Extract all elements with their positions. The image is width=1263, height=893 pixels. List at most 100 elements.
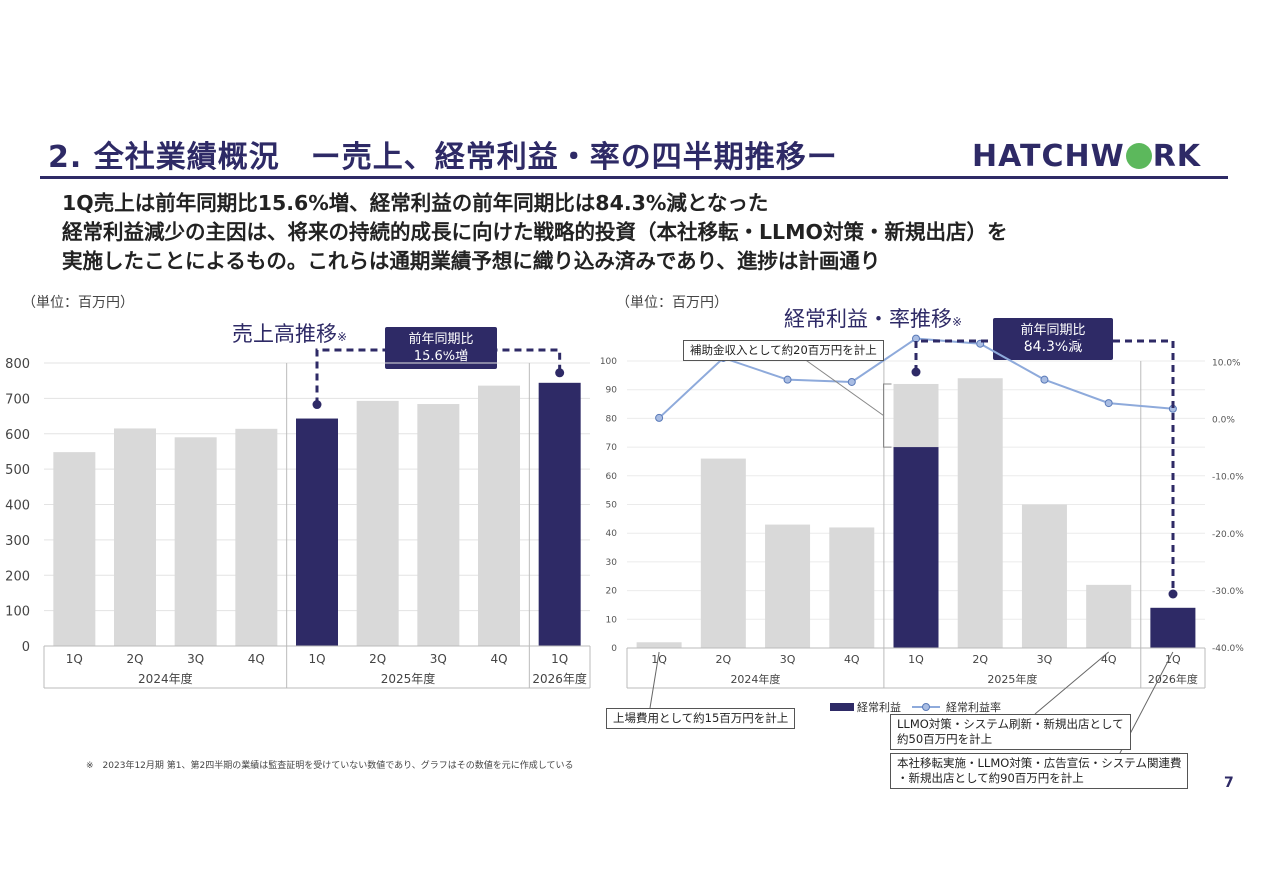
bar: [356, 400, 399, 646]
lead-line-3: 実施したことによるもの。これらは通期業績予想に織り込み済みであり、進捗は計画通り: [62, 249, 881, 273]
y-tick-label: 600: [5, 428, 30, 443]
y2-tick-label: -40.0%: [1212, 644, 1244, 654]
margin-point: [783, 375, 792, 384]
legend-label-line: 経常利益率: [946, 700, 1001, 714]
y-tick-label: 800: [5, 357, 30, 372]
y-tick-label: 20: [606, 587, 618, 597]
x-tick-label: 3Q: [1037, 653, 1053, 666]
x-tick-label: 2Q: [972, 653, 988, 666]
legend-swatch-marker: [922, 703, 930, 711]
callout-subsidy: 補助金収入として約20百万円を計上: [683, 340, 884, 361]
bar: [829, 527, 875, 648]
sales-chart-title: 売上高推移※: [232, 322, 348, 346]
x-tick-label: 1Q: [651, 653, 667, 666]
group-label: 2026年度: [1148, 672, 1198, 686]
bar: [765, 524, 811, 648]
margin-point: [847, 377, 856, 386]
title-divider: [40, 176, 1228, 179]
profit-chart: 0 10 20 30 40 50 60 70 80 90 100 10.0% 0.0% -10.0% -20…: [600, 334, 1244, 754]
company-logo: HATCHW RK: [972, 136, 1201, 176]
sales-yoy-label: 前年同期比: [408, 332, 474, 347]
logo-text-end: RK: [1152, 138, 1202, 174]
y-tick-label: 70: [606, 443, 618, 453]
y2-tick-label: -30.0%: [1212, 587, 1244, 597]
profit-yoy-label: 前年同期比: [1020, 323, 1086, 338]
margin-point: [1104, 399, 1113, 408]
lead-line-2: 経常利益減少の主因は、将来の持続的成長に向けた戦略的投資（本社移転・LLMO対策…: [62, 220, 1008, 244]
y-tick-label: 400: [5, 499, 30, 514]
callout-leader: [1034, 651, 1109, 715]
page-number: 7: [1224, 775, 1234, 791]
bar: [174, 437, 217, 646]
group-label: 2025年度: [381, 671, 436, 686]
callout-llmo: LLMO対策・システム刷新・新規出店として 約50百万円を計上: [890, 714, 1131, 750]
bar: [478, 385, 520, 646]
logo-circle-icon: [1125, 143, 1152, 169]
bar: [53, 452, 96, 646]
x-tick-label: 1Q: [551, 652, 568, 666]
callout-leader: [649, 651, 660, 709]
margin-point: [1040, 375, 1049, 384]
bar: [296, 418, 338, 646]
margin-point: [655, 413, 664, 422]
y-tick-label: 500: [5, 463, 30, 478]
sales-yoy-value: 15.6%増: [413, 349, 469, 364]
callout-listing: 上場費用として約15百万円を計上: [606, 708, 796, 729]
y2-tick-label: 0.0%: [1212, 416, 1235, 426]
x-tick-label: 3Q: [187, 652, 204, 666]
y-tick-label: 300: [5, 534, 30, 549]
y-tick-label: 60: [606, 472, 618, 482]
x-tick-label: 2Q: [369, 652, 386, 666]
x-tick-label: 1Q: [66, 652, 83, 666]
y-tick-label: 30: [606, 558, 618, 568]
y-tick-label: 90: [606, 386, 618, 396]
callout-hq-move: 本社移転実施・LLMO対策・広告宣伝・システム関連費 ・新規出店として約90百万…: [890, 753, 1189, 789]
y-tick-label: 700: [5, 392, 30, 407]
bar: [957, 378, 1003, 648]
bar-highlight: [1150, 607, 1196, 648]
x-tick-label: 4Q: [1101, 653, 1117, 666]
subsidy-bracket: [883, 383, 892, 448]
page-title: 2. 全社業績概況 ー売上、経常利益・率の四半期推移ー: [48, 140, 838, 175]
y-tick-label: 50: [606, 501, 618, 511]
bar: [114, 428, 156, 646]
y2-tick-label: 10.0%: [1212, 359, 1241, 369]
legend-label-bar: 経常利益: [857, 700, 901, 714]
y-tick-label: 200: [5, 569, 30, 584]
lead-line-1: 1Q売上は前年同期比15.6%増、経常利益の前年同期比は84.3%減となった: [62, 191, 769, 215]
bar: [700, 458, 746, 648]
logo-text-start: HATCHW: [972, 138, 1125, 174]
legend-swatch-bar: [830, 703, 854, 711]
footnote: ※ 2023年12月期 第1、第2四半期の業績は監査証明を受けていない数値であり…: [86, 761, 574, 771]
x-tick-label: 4Q: [490, 652, 507, 666]
y-tick-label: 0: [611, 644, 617, 654]
profit-unit-label: （単位：百万円）: [616, 295, 728, 311]
profit-yoy-badge: 前年同期比 84.3%減: [993, 318, 1113, 360]
yoy-connector: [914, 339, 1175, 594]
callout-llmo-line1: LLMO対策・システム刷新・新規出店として: [897, 717, 1124, 731]
x-tick-label: 3Q: [780, 653, 796, 666]
bar: [538, 382, 581, 646]
callout-llmo-line2: 約50百万円を計上: [897, 732, 993, 746]
callout-leader: [799, 355, 884, 416]
x-tick-label: 4Q: [844, 653, 860, 666]
profit-yoy-value: 84.3%減: [1023, 339, 1083, 355]
y-tick-label: 10: [606, 615, 618, 625]
sales-unit-label: （単位：百万円）: [22, 295, 134, 311]
x-tick-label: 1Q: [308, 652, 325, 666]
callout-hq-line2: ・新規出店として約90百万円を計上: [897, 771, 1084, 785]
connector-dot: [555, 368, 565, 378]
y-tick-label: 100: [600, 357, 617, 367]
y2-tick-label: -10.0%: [1212, 473, 1244, 483]
bar-highlight: [893, 447, 939, 648]
bar: [1086, 584, 1132, 648]
x-tick-label: 2Q: [126, 652, 143, 666]
x-tick-label: 1Q: [908, 653, 924, 666]
y-tick-label: 40: [606, 529, 618, 539]
group-label: 2024年度: [138, 671, 193, 686]
bar: [235, 428, 278, 646]
bar: [417, 404, 460, 646]
yoy-connector: [315, 348, 562, 405]
y-tick-label: 80: [606, 414, 618, 424]
y-tick-label: 100: [5, 605, 30, 620]
